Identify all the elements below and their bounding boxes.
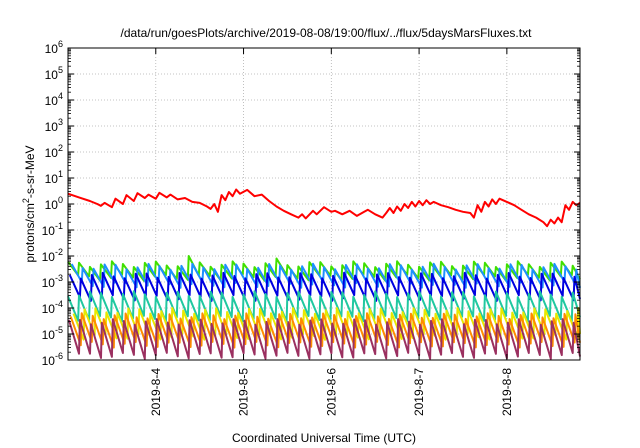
y-tick-label: 10-6	[42, 351, 63, 368]
x-tick-label: 2019-8-5	[237, 368, 251, 416]
y-tick-label: 102	[45, 143, 63, 160]
y-tick-label: 105	[45, 65, 63, 82]
y-axis-title-sup: 2	[21, 198, 31, 203]
x-tick-label: 2019-8-7	[412, 368, 426, 416]
series-line-4	[68, 271, 581, 302]
x-axis-title: Coordinated Universal Time (UTC)	[232, 431, 416, 445]
series-layer	[67, 188, 581, 360]
y-tick-label: 10-1	[42, 221, 63, 238]
y-tick-label: 10-2	[42, 247, 63, 264]
y-tick-label: 101	[45, 169, 63, 186]
y-axis-title-rest: -s-sr-MeV	[23, 145, 37, 198]
x-tick-label: 2019-8-6	[324, 368, 338, 416]
series-line-1	[67, 188, 581, 228]
y-tick-label: 10-3	[42, 273, 63, 290]
chart-title: /data/run/goesPlots/archive/2019-08-08/1…	[121, 26, 533, 40]
y-tick-label: 10-4	[42, 299, 63, 316]
y-axis-title-base: protons/cm	[23, 203, 37, 262]
x-tick-label: 2019-8-4	[149, 368, 163, 416]
y-axis-title: protons/cm2-s-sr-MeV	[21, 145, 37, 262]
x-tick-label: 2019-8-8	[500, 368, 514, 416]
x-axis: 2019-8-4 2019-8-5 2019-8-6 2019-8-7 2019-8-8	[149, 48, 514, 416]
y-tick-label: 10-5	[42, 325, 63, 342]
y-tick-label: 106	[45, 39, 63, 56]
series-line-5	[67, 290, 581, 323]
series-line-8	[67, 318, 581, 360]
y-tick-label: 104	[45, 91, 63, 108]
y-tick-label: 103	[45, 117, 63, 134]
y-tick-label: 100	[45, 195, 63, 212]
y-axis: 10-6 10-5 10-4 10-3 10-2 10-1 100 101 102 103 104 1…	[42, 39, 580, 368]
